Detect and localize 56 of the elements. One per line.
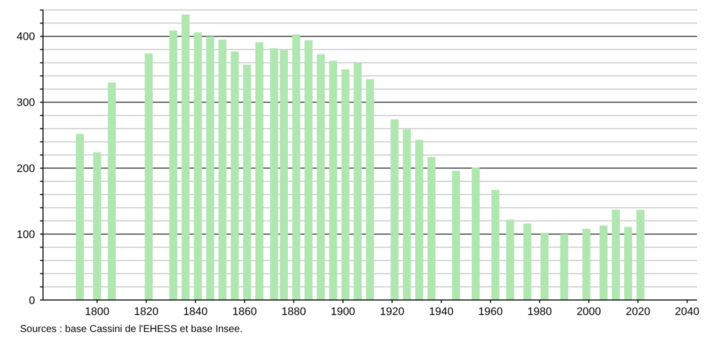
bar (452, 170, 460, 300)
bar (206, 36, 214, 300)
bar (329, 60, 338, 300)
x-tick-label: 1800 (84, 306, 110, 318)
bar (472, 168, 480, 300)
bar (316, 54, 325, 300)
y-tick-label: 300 (16, 97, 35, 110)
bar (612, 210, 620, 300)
bar (523, 224, 532, 300)
bar (243, 64, 252, 300)
bar (560, 234, 568, 300)
x-tick-label: 1820 (134, 306, 159, 318)
y-tick-label: 400 (16, 31, 35, 44)
bar (506, 220, 514, 300)
bar (304, 40, 313, 300)
bar (600, 226, 608, 300)
bar (415, 140, 424, 300)
x-tick-label: 1860 (232, 306, 257, 318)
y-tick-label: 200 (16, 163, 35, 176)
bar (366, 79, 374, 300)
bar (169, 30, 178, 300)
bar (427, 156, 436, 300)
bar (540, 232, 549, 300)
bar (292, 34, 300, 300)
bar (270, 48, 278, 300)
bar (108, 82, 116, 300)
bar (341, 69, 350, 300)
bar (624, 226, 632, 300)
bar (582, 228, 590, 300)
bar (390, 119, 399, 300)
bar (491, 190, 500, 300)
y-tick-label: 0 (28, 294, 35, 307)
bar (230, 52, 239, 300)
bar (76, 134, 84, 300)
y-tick-label: 100 (16, 228, 35, 241)
bar (354, 62, 362, 300)
bar (255, 42, 264, 300)
x-tick-label: 1880 (282, 306, 306, 318)
x-tick-label: 2040 (674, 306, 700, 318)
bar (182, 14, 190, 300)
x-tick-label: 1840 (183, 306, 208, 318)
bar (93, 152, 102, 300)
bar (636, 210, 644, 300)
bar (218, 40, 226, 300)
x-tick-label: 1920 (380, 306, 404, 318)
bar (280, 50, 288, 300)
bar (144, 54, 153, 300)
x-tick-label: 1940 (429, 306, 454, 318)
source-note: Sources : base Cassini de l'EHESS et base Insee. (20, 324, 243, 335)
x-tick-label: 1960 (478, 306, 503, 318)
x-tick-label: 2000 (576, 306, 602, 318)
x-tick-label: 2020 (626, 306, 650, 318)
bar (402, 129, 411, 300)
bar (194, 32, 202, 300)
x-tick-label: 1900 (330, 306, 356, 318)
x-tick-label: 1980 (527, 306, 552, 318)
